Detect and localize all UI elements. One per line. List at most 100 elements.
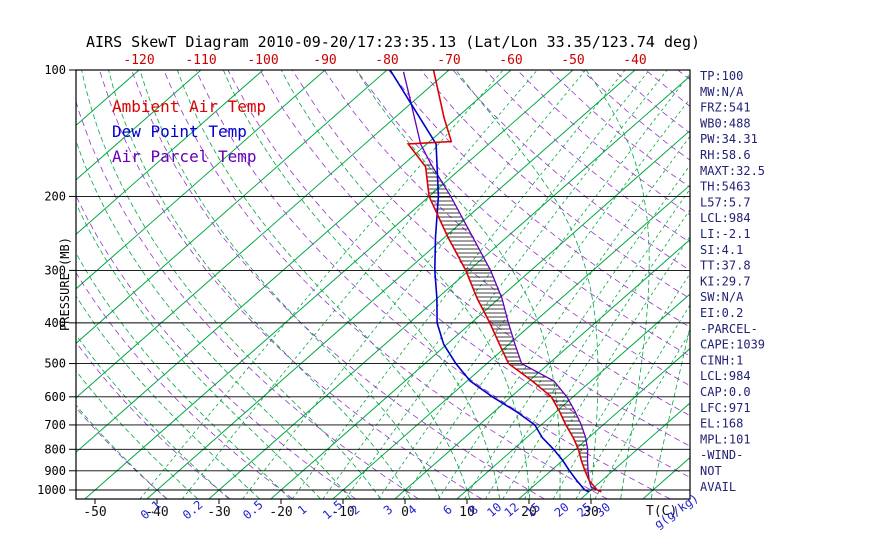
bottom-temp-tick-label: -10 bbox=[331, 505, 354, 520]
mixing-ratio-line bbox=[438, 135, 690, 499]
mixing-ratio-line bbox=[345, 70, 668, 499]
stat-line: SI:4.1 bbox=[700, 243, 743, 257]
dry-adiabat-line bbox=[484, 70, 690, 243]
pressure-tick-label: 1000 bbox=[37, 483, 66, 497]
bottom-temp-tick-label: 10 bbox=[459, 505, 475, 520]
stat-line: NOT bbox=[700, 464, 722, 478]
pressure-axis-label: PRESSURE (MB) bbox=[58, 237, 72, 331]
moist-adiabat-line bbox=[108, 70, 411, 499]
dry-adiabat-line bbox=[163, 70, 608, 499]
stat-line: AVAIL bbox=[700, 480, 736, 494]
pressure-tick-label: 800 bbox=[44, 442, 66, 456]
dry-adiabat-line bbox=[323, 70, 690, 387]
chart-title: AIRS SkewT Diagram 2010-09-20/17:23:35.1… bbox=[86, 33, 700, 51]
top-temp-tick-label: -110 bbox=[185, 53, 216, 68]
moist-adiabat-line bbox=[280, 70, 531, 499]
isotherm-line bbox=[580, 402, 690, 499]
ambient-air-temp-curve bbox=[406, 70, 602, 493]
stat-line: -PARCEL- bbox=[700, 322, 758, 336]
pressure-tick-label: 900 bbox=[44, 464, 66, 478]
dry-adiabat-line bbox=[291, 70, 690, 417]
moist-adiabat-line bbox=[76, 202, 321, 499]
stat-line: TT:37.8 bbox=[700, 259, 751, 273]
mixing-ratio-line bbox=[402, 98, 690, 499]
dew-point-temp-curve bbox=[389, 70, 590, 493]
pressure-tick-label: 400 bbox=[44, 316, 66, 330]
isotherm-line bbox=[76, 70, 326, 290]
stat-line: CINH:1 bbox=[700, 353, 743, 367]
moist-adiabat-line bbox=[76, 334, 230, 499]
dry-adiabat-line bbox=[99, 70, 482, 499]
dry-adiabat-line bbox=[645, 70, 690, 108]
stat-line: RH:58.6 bbox=[700, 148, 751, 162]
isotherm-line bbox=[84, 70, 574, 499]
pressure-tick-label: 500 bbox=[44, 357, 66, 371]
moist-adiabat-line bbox=[76, 139, 351, 499]
mixing-ratio-tick-label: 0.5 bbox=[240, 498, 266, 523]
pressure-tick-label: 300 bbox=[44, 263, 66, 277]
stat-line: PW:34.31 bbox=[700, 132, 758, 146]
moist-adiabat-line bbox=[76, 404, 167, 499]
pressure-tick-label: 100 bbox=[44, 63, 66, 77]
background-grid bbox=[76, 70, 870, 499]
stat-line: MAXT:32.5 bbox=[700, 164, 765, 178]
stat-line: EI:0.2 bbox=[700, 306, 743, 320]
stat-line: CAPE:1039 bbox=[700, 338, 765, 352]
bottom-temp-tick-label: 20 bbox=[521, 505, 537, 520]
axis-labels: -120 -110 -100 -90 -80 -70 -60 -50 -401002003004… bbox=[37, 53, 647, 522]
isotherm-line bbox=[76, 70, 264, 235]
moist-adiabat-line bbox=[76, 252, 291, 499]
moist-adiabat-line bbox=[176, 70, 471, 499]
mixing-ratio-line bbox=[485, 188, 690, 499]
mixing-ratio-tick-label: 1 bbox=[295, 502, 310, 517]
mixing-ratio-line bbox=[291, 70, 626, 499]
top-temp-tick-label: -120 bbox=[123, 53, 154, 68]
mixing-ratio-line bbox=[524, 235, 690, 499]
moist-adiabat-line bbox=[650, 325, 690, 499]
mixing-ratio-line bbox=[552, 272, 690, 499]
mixing-ratio-tick-label: 6 bbox=[440, 502, 455, 517]
dry-adiabat-line bbox=[76, 99, 419, 499]
stat-line: LCL:984 bbox=[700, 211, 751, 225]
moist-adiabat-line bbox=[81, 70, 381, 499]
dry-adiabat-line bbox=[76, 341, 231, 499]
isotherm-line bbox=[76, 70, 450, 399]
moist-adiabat-line bbox=[76, 370, 199, 499]
stat-line: SW:N/A bbox=[700, 290, 744, 304]
stat-line: MPL:101 bbox=[700, 432, 751, 446]
legend: Ambient Air Temp Dew Point Temp Air Parc… bbox=[112, 97, 266, 166]
stat-line: TP:100 bbox=[700, 69, 743, 83]
stat-line: KI:29.7 bbox=[700, 274, 751, 288]
moist-adiabat-line bbox=[455, 70, 599, 499]
dry-adiabat-line bbox=[76, 407, 168, 499]
dry-adiabat-line bbox=[388, 70, 690, 328]
pressure-tick-label: 700 bbox=[44, 418, 66, 432]
dry-adiabat-line bbox=[452, 70, 690, 271]
moist-adiabat-line bbox=[139, 70, 441, 499]
stat-line: LI:-2.1 bbox=[700, 227, 751, 241]
moist-adiabat-line bbox=[76, 295, 260, 499]
dry-adiabat-line bbox=[774, 70, 870, 499]
bottom-temp-tick-label: -30 bbox=[207, 505, 230, 520]
top-temp-tick-label: -70 bbox=[437, 53, 460, 68]
mixing-ratio-line bbox=[322, 70, 650, 499]
stat-line: -WIND- bbox=[700, 448, 743, 462]
stat-line: CAP:0.0 bbox=[700, 385, 751, 399]
bottom-temp-tick-label: -50 bbox=[83, 505, 106, 520]
isotherm-line bbox=[332, 184, 690, 499]
mixing-ratio-line bbox=[378, 73, 690, 499]
bottom-temp-tick-label: -20 bbox=[269, 505, 292, 520]
isotherm-line bbox=[146, 70, 636, 499]
cape-hatch-area bbox=[424, 164, 589, 478]
pressure-tick-label: 200 bbox=[44, 189, 66, 203]
top-temp-tick-label: -90 bbox=[313, 53, 336, 68]
mixing-ratio-line bbox=[464, 164, 690, 499]
stat-line: WB0:488 bbox=[700, 116, 751, 130]
plot-frame bbox=[75, 69, 691, 500]
dry-adiabat-line bbox=[259, 70, 690, 447]
bottom-temp-tick-label: -40 bbox=[145, 505, 168, 520]
bottom-temp-tick-label: 30 bbox=[583, 505, 599, 520]
air-parcel-temp-curve bbox=[402, 71, 602, 493]
pressure-tick-label: 600 bbox=[44, 390, 66, 404]
